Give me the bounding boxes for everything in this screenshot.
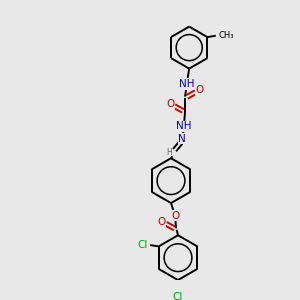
- Text: NH: NH: [176, 121, 191, 131]
- Text: Cl: Cl: [173, 292, 183, 300]
- Text: H: H: [166, 148, 172, 157]
- Text: NH: NH: [179, 79, 194, 89]
- Text: O: O: [171, 211, 179, 221]
- Text: O: O: [166, 99, 174, 109]
- Text: N: N: [178, 134, 186, 144]
- Text: O: O: [196, 85, 204, 95]
- Text: CH₃: CH₃: [219, 31, 234, 40]
- Text: Cl: Cl: [138, 240, 148, 250]
- Text: O: O: [158, 217, 166, 227]
